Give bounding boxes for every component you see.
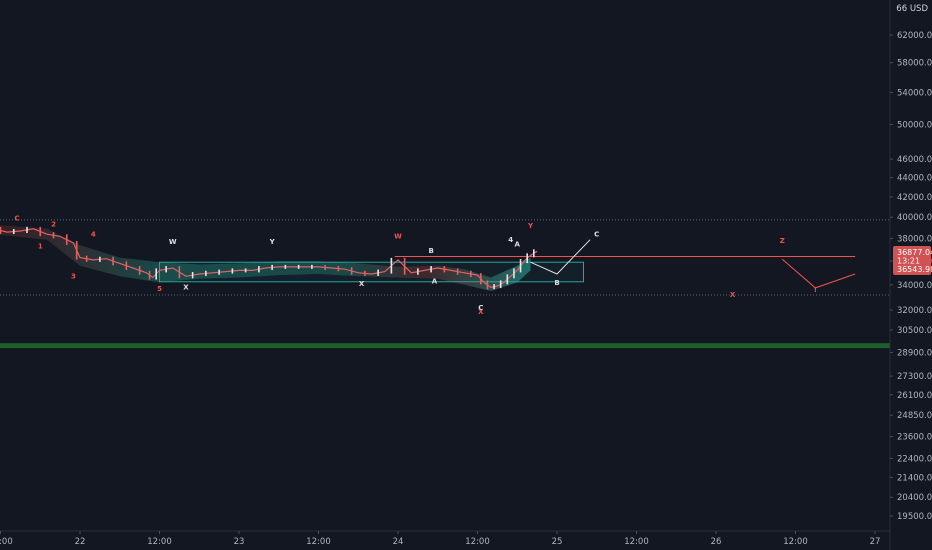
wave-label: C: [478, 304, 483, 312]
wave-label: 4: [91, 230, 96, 238]
x-tick-label: 12:00: [783, 537, 808, 547]
support-band: [0, 343, 890, 349]
fill-zone-layer: [0, 225, 531, 291]
wave-label: A: [515, 240, 521, 248]
wave-label: X: [730, 291, 736, 299]
x-tick-label: 12:00: [0, 537, 13, 547]
support-band-layer: [0, 343, 890, 349]
y-tick-label: 62000.00: [897, 31, 932, 41]
wave-label: W: [394, 233, 402, 241]
wave-label: C: [594, 230, 599, 238]
price-layer: [0, 226, 538, 290]
y-tick-label: 30500.00: [897, 326, 932, 336]
top-price-fragment: 66: [896, 4, 908, 14]
box-layer[interactable]: [159, 255, 856, 283]
y-tick-label: 32000.00: [897, 306, 932, 316]
wave-label: B: [554, 279, 559, 287]
currency-label: USD: [909, 4, 928, 14]
y-tick-label: 21400.00: [897, 473, 932, 483]
current-price-text: 36877.04: [897, 248, 932, 257]
wave-label: !: [814, 286, 817, 294]
wave-label: 5: [157, 285, 162, 293]
y-tick-label: 19500.00: [897, 512, 932, 522]
y-tick-label: 58000.00: [897, 59, 932, 69]
wave-label: X: [183, 284, 189, 292]
level-price-text: 36543.98: [897, 265, 932, 274]
x-axis[interactable]: 12:00 22 12:00 23 12:00 24 12:00 25 12:00 26 12:00…: [0, 530, 890, 547]
projection-path-white: [530, 239, 591, 275]
wave-label: 2: [51, 221, 56, 229]
x-tick-label: 12:00: [465, 537, 490, 547]
wave-label: X: [359, 280, 365, 288]
wave-label: W: [169, 238, 177, 246]
wave-label: C: [14, 214, 19, 222]
current-price-tag: [893, 246, 931, 275]
wave-label: Z: [780, 237, 785, 245]
x-tick-label: 25: [552, 537, 563, 547]
fill-zone-ribbon: [0, 225, 531, 291]
y-tick-label: 20400.00: [897, 493, 932, 503]
y-tick-label: 42000.00: [897, 193, 932, 203]
grid-layer: [0, 219, 890, 296]
wave-label: Y: [269, 238, 276, 246]
price-axis-header: 66 USD: [896, 4, 928, 14]
y-tick-label: 23600.00: [897, 433, 932, 443]
y-tick-label: 24850.00: [897, 411, 932, 421]
projection-path-red: [781, 258, 856, 289]
y-tick-label: 40000.00: [897, 213, 932, 223]
wave-labels-layer: BC12345WXYXWBACXYA4BCXZ!: [14, 214, 817, 316]
projection-layer[interactable]: [530, 239, 856, 289]
y-tick-label: 22400.00: [897, 454, 932, 464]
y-tick-label: 28900.00: [897, 348, 932, 358]
y-tick-label: 34000.00: [897, 281, 932, 291]
x-tick-label: 22: [75, 537, 86, 547]
y-tick-label: 38000.00: [897, 235, 932, 245]
y-tick-label: 27300.00: [897, 372, 932, 382]
wave-label: 4: [508, 236, 513, 244]
countdown-text: 13:21: [897, 257, 920, 266]
wave-label: Y: [527, 222, 534, 230]
wave-label: X: [478, 308, 484, 316]
x-tick-label: 12:00: [624, 537, 649, 547]
wave-label: B: [428, 247, 433, 255]
x-tick-label: 23: [234, 537, 245, 547]
x-tick-label: 26: [711, 537, 722, 547]
price-tags: 36877.04 13:21 36543.98: [893, 246, 932, 275]
y-tick-label: 26100.00: [897, 391, 932, 401]
y-tick-label: 50000.00: [897, 120, 932, 130]
x-tick-label: 12:00: [147, 537, 172, 547]
x-tick-label: 27: [870, 537, 881, 547]
wave-label: 3: [71, 273, 76, 281]
wave-label: A: [432, 278, 438, 286]
wave-label: 1: [38, 243, 43, 251]
y-tick-label: 44000.00: [897, 174, 932, 184]
x-tick-label: 24: [393, 537, 404, 547]
x-tick-label: 12:00: [306, 537, 331, 547]
range-box: [159, 261, 584, 283]
y-tick-label: 54000.00: [897, 88, 932, 98]
y-tick-label: 46000.00: [897, 155, 932, 165]
